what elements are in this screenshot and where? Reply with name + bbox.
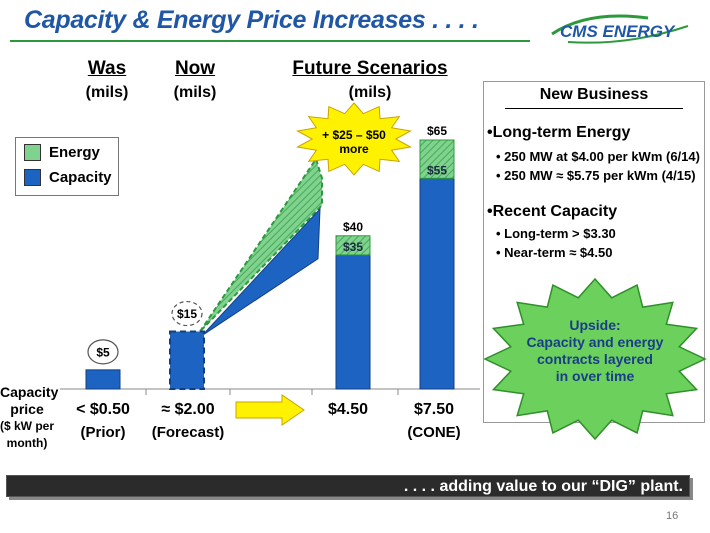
capacity-price-was: < $0.50: [76, 401, 130, 418]
new-business-capacity-item-1: • Long-term > $3.30: [496, 226, 616, 241]
column-header-was: Was: [87, 58, 127, 79]
total-value-label: $5: [96, 345, 110, 359]
energy-fan: [199, 156, 323, 333]
forecast-arrow: [235, 394, 305, 426]
column-header-now: Now: [174, 58, 216, 79]
capacity-value-label: $55: [427, 163, 447, 177]
total-label-bubble: [171, 300, 203, 327]
title-underline: [10, 40, 530, 42]
capacity-price-note-was: (Prior): [80, 424, 126, 441]
new-business-section-energy: •Long-term Energy: [487, 124, 631, 141]
capacity-price-label-line3: ($ kW per: [0, 419, 55, 433]
energy-bar: [335, 235, 371, 256]
capacity-price-future2: $7.50: [413, 401, 455, 418]
chart-legend: Energy Capacity: [15, 137, 119, 196]
column-unit-was: (mils): [85, 84, 129, 101]
logo-text: CMS ENERGY: [560, 22, 676, 41]
legend-label-capacity: Capacity: [49, 169, 112, 186]
capacity-price-now: ≈ $2.00: [161, 401, 215, 418]
upside-burst: [483, 277, 707, 441]
capacity-price-label-line2: price: [10, 401, 44, 417]
capacity-fan: [201, 207, 321, 336]
upside-line-1: Upside:: [569, 317, 621, 333]
cms-energy-logo: CMS ENERGY: [551, 14, 689, 44]
capacity-bar: [419, 177, 455, 390]
capacity-swatch: [24, 169, 41, 186]
capacity-price-note-now: (Forecast): [151, 424, 225, 441]
legend-item-capacity: Capacity: [24, 169, 112, 186]
legend-item-energy: Energy: [24, 144, 100, 161]
energy-bar: [419, 139, 455, 179]
capacity-value-label: $35: [343, 240, 363, 254]
new-business-capacity-item-2: • Near-term ≈ $4.50: [496, 245, 613, 260]
capacity-price-label-line4: month): [6, 436, 48, 450]
legend-label-energy: Energy: [49, 144, 100, 161]
new-business-title: New Business: [505, 86, 683, 109]
footer-banner: . . . . adding value to our “DIG” plant.: [6, 475, 690, 497]
capacity-bar: [85, 369, 121, 390]
energy-swatch: [24, 144, 41, 161]
column-unit-future: (mils): [348, 84, 392, 101]
logo-mark: [551, 14, 689, 44]
column-header-future: Future Scenarios: [292, 58, 448, 79]
total-label-bubble: [87, 339, 119, 365]
callout-text: + $25 – $50 more: [322, 128, 386, 156]
upside-text: Upside: Capacity and energy contracts la…: [525, 317, 665, 385]
upside-line-4: in over time: [555, 368, 635, 384]
capacity-price-label: Capacity price ($ kW per month): [0, 384, 59, 452]
capacity-bar: [335, 254, 371, 390]
new-business-section-capacity: •Recent Capacity: [487, 203, 618, 220]
capacity-price-label-line1: Capacity: [0, 384, 59, 400]
callout-burst: [295, 102, 413, 176]
new-business-energy-item-1: • 250 MW at $4.00 per kWm (6/14): [496, 149, 700, 164]
capacity-price-note-future2: (CONE): [407, 424, 461, 441]
capacity-bar: [169, 330, 205, 390]
total-value-label: $40: [343, 220, 363, 234]
upside-line-3: contracts layered: [537, 351, 653, 367]
column-unit-now: (mils): [173, 84, 217, 101]
page-title: Capacity & Energy Price Increases . . . …: [24, 6, 479, 34]
upside-line-2: Capacity and energy: [526, 334, 664, 350]
page-number: 16: [666, 510, 679, 522]
new-business-energy-item-2: • 250 MW ≈ $5.75 per kWm (4/15): [496, 168, 696, 183]
total-value-label: $15: [177, 307, 197, 321]
total-value-label: $65: [427, 124, 447, 138]
capacity-price-future1: $4.50: [327, 401, 369, 418]
